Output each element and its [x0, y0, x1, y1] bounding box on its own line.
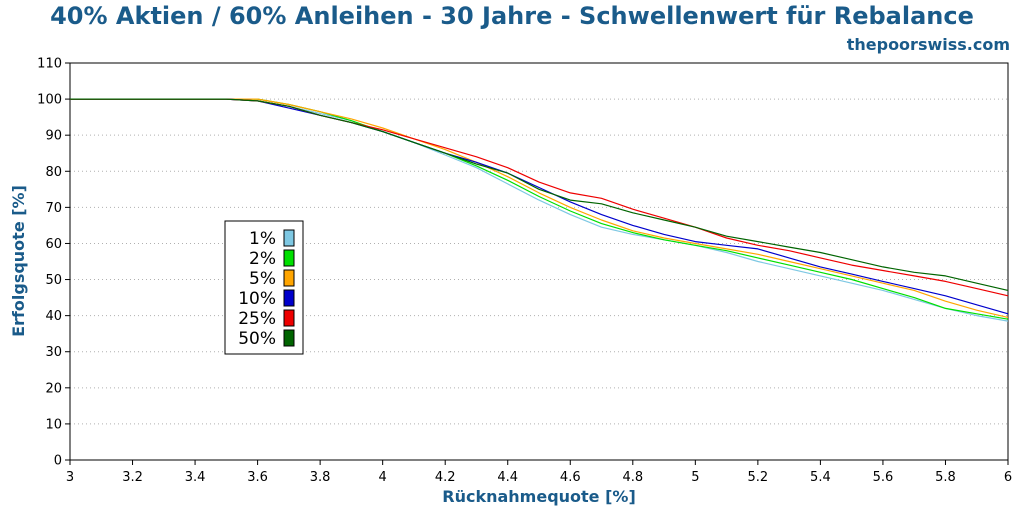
- legend-label: 25%: [238, 309, 276, 329]
- x-tick-label: 4: [379, 470, 387, 485]
- legend-swatch: [283, 269, 295, 287]
- legend-swatch: [283, 289, 295, 307]
- x-tick-label: 5.4: [810, 470, 831, 485]
- x-tick-label: 6: [1004, 470, 1012, 485]
- legend-swatch: [283, 329, 295, 347]
- legend-swatch: [283, 249, 295, 267]
- plot-frame: [69, 62, 1009, 461]
- series-line-1pct: [70, 98, 1009, 322]
- chart-title: 40% Aktien / 60% Anleihen - 30 Jahre - S…: [50, 2, 974, 30]
- legend-label: 10%: [238, 289, 276, 309]
- legend-swatch: [283, 229, 295, 247]
- y-axis-label: Erfolgsquote [%]: [9, 185, 28, 337]
- x-tick-label: 5.6: [873, 470, 894, 485]
- x-tick-label: 3.4: [185, 470, 206, 485]
- x-tick-label: 3.8: [310, 470, 331, 485]
- legend: 1%2%5%10%25%50%: [224, 220, 304, 355]
- legend-label: 50%: [238, 329, 276, 349]
- x-tick-label: 3: [66, 470, 74, 485]
- x-tick-label: 4.8: [622, 470, 643, 485]
- x-tick-label: 4.4: [497, 470, 518, 485]
- x-tick-label: 5: [691, 470, 699, 485]
- chart-subtitle: thepoorswiss.com: [847, 35, 1010, 54]
- x-tick-label: 4.6: [560, 470, 581, 485]
- series-line-50pct: [70, 98, 1009, 291]
- y-tick-label: 100: [37, 93, 62, 108]
- legend-label: 2%: [249, 249, 276, 269]
- x-tick-label: 5.8: [935, 470, 956, 485]
- series-line-5pct: [70, 98, 1009, 318]
- x-tick-label: 4.2: [435, 470, 456, 485]
- y-tick-label: 90: [45, 129, 62, 144]
- legend-swatch: [283, 309, 295, 327]
- legend-label: 5%: [249, 269, 276, 289]
- y-tick-label: 20: [45, 381, 62, 396]
- y-tick-label: 40: [45, 309, 62, 324]
- y-tick-label: 30: [45, 345, 62, 360]
- tick-labels: 0 10 20 30 40 50 60 70 80 90 100 110 3 3.2 3.4 3.6 3.8 4 4…: [37, 57, 1012, 486]
- x-axis-label: Rücknahmequote [%]: [442, 487, 636, 506]
- y-tick-label: 0: [54, 454, 62, 469]
- x-tick-label: 3.6: [247, 470, 268, 485]
- x-tick-label: 3.2: [122, 470, 143, 485]
- y-tick-label: 50: [45, 273, 62, 288]
- y-tick-label: 10: [45, 417, 62, 432]
- axes: [65, 62, 1009, 465]
- y-tick-label: 110: [37, 57, 62, 72]
- y-tick-label: 70: [45, 201, 62, 216]
- y-tick-label: 60: [45, 237, 62, 252]
- plot-series: [70, 98, 1009, 322]
- y-tick-label: 80: [45, 165, 62, 180]
- x-tick-label: 5.2: [748, 470, 769, 485]
- legend-label: 1%: [249, 229, 276, 249]
